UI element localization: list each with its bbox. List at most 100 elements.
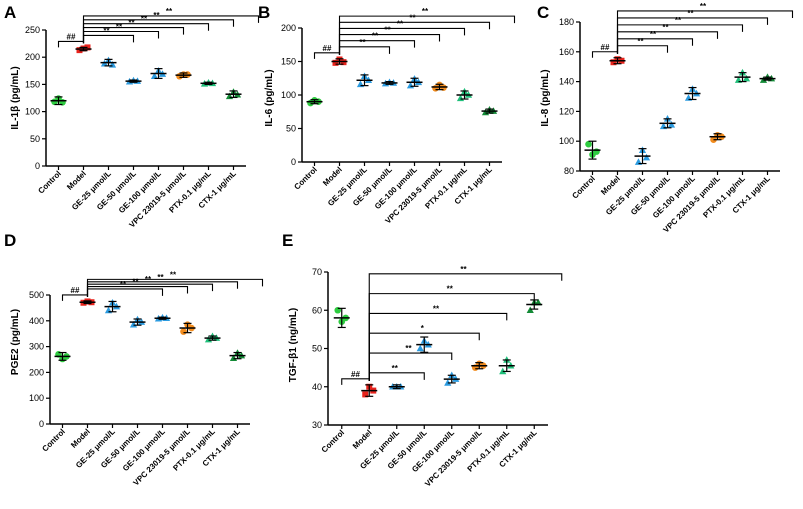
panel-A-sig-label: **	[103, 26, 110, 35]
panel-C-data-point	[642, 153, 651, 161]
panel-D-data-point	[180, 328, 187, 335]
panel-C-ytick-label: 100	[559, 136, 574, 146]
panel-C-ytick-label: 140	[559, 77, 574, 87]
panel-B-ytick-label: 200	[281, 23, 296, 33]
panel-A-sig-label: **	[128, 19, 135, 28]
panel-E-sig-label: ##	[351, 370, 360, 379]
y-axis-label-B: IL-6 (pg/mL)	[264, 69, 275, 126]
panel-A-ytick-label: 0	[35, 161, 40, 171]
panel-B-sig-label: **	[409, 13, 416, 22]
panel-B-sig-label: **	[384, 26, 391, 35]
panel-D-sig-bracket	[86, 285, 189, 297]
panel-letter-A: A	[4, 3, 16, 22]
panel-D-sig-bracket	[86, 278, 264, 297]
panel-A-sig-label: **	[116, 23, 123, 32]
panel-A-ytick-label: 100	[25, 107, 40, 117]
panel-C-sig-label: **	[700, 2, 707, 11]
panel-B-sig-bracket	[338, 46, 391, 55]
panel-C-sig-label: **	[650, 30, 657, 39]
panel-B-sig-label: ##	[323, 44, 332, 53]
panel-C-sig-label: **	[687, 9, 694, 18]
y-axis-label-C: IL-8 (pg/mL)	[540, 69, 551, 126]
panel-A-ytick-label: 150	[25, 79, 40, 89]
panel-C-ytick-label: 160	[559, 47, 574, 57]
panel-C-ytick-label: 180	[559, 17, 574, 27]
panel-A-sig-bracket	[82, 30, 160, 44]
panel-A-ytick-label: 50	[30, 134, 40, 144]
panel-D-ytick-label: 500	[29, 290, 44, 300]
panel-E-ytick-label: 70	[312, 267, 322, 277]
panel-A-xtick-label: Model	[65, 169, 88, 192]
panel-D-data-point	[129, 320, 138, 328]
panel-D-ytick-label: 0	[39, 419, 44, 429]
panel-C-ytick-label: 120	[559, 106, 574, 116]
panel-A-sig-bracket	[82, 34, 135, 44]
y-axis-label-A: IL-1β (pg/mL)	[10, 66, 21, 129]
panel-D-data-point	[229, 354, 238, 362]
panel-A-data-point	[150, 72, 159, 80]
panel-E-sig-bracket	[341, 378, 370, 385]
panel-A-sig-label: **	[153, 11, 160, 20]
panel-B-data-point	[332, 59, 339, 66]
panel-E-sig-label: **	[433, 304, 440, 313]
panel-letter-C: C	[537, 3, 549, 22]
panel-E-data-point	[416, 344, 424, 352]
panel-D-xtick-label: Model	[69, 427, 92, 450]
panel-C-data-point	[742, 74, 751, 82]
panel-A-sig-bracket	[82, 23, 210, 44]
panel-D-ytick-label: 400	[29, 316, 44, 326]
panel-C-sig-label: **	[675, 16, 682, 25]
panel-C-sig-label: ##	[601, 43, 610, 52]
panel-D-xtick-label: Control	[40, 427, 66, 453]
panel-B-xtick-label: Control	[292, 165, 318, 191]
panel-C-sig-bracket	[591, 51, 618, 58]
panel-B-sig-label: **	[372, 32, 379, 41]
panel-C-ytick-label: 80	[564, 166, 574, 176]
panel-letter-D: D	[4, 231, 16, 250]
panel-B-sig-label: **	[359, 38, 366, 47]
panel-B-ytick-label: 150	[281, 57, 296, 67]
panel-E-ytick-label: 30	[312, 420, 322, 430]
panel-E-ytick-label: 60	[312, 305, 322, 315]
panel-A-sig-label: **	[141, 15, 148, 24]
panel-E-sig-label: **	[392, 364, 399, 373]
panel-A-xtick-label: Control	[36, 169, 62, 195]
panel-C-data-point	[667, 121, 676, 128]
panel-E-ytick-label: 50	[312, 344, 322, 354]
panel-D-sig-label: ##	[71, 286, 80, 295]
panel-D-sig-label: **	[157, 273, 164, 282]
panel-A-ytick-label: 200	[25, 52, 40, 62]
panel-C-xtick-label: Model	[599, 174, 622, 197]
panel-E-sig-label: **	[405, 344, 412, 353]
panel-B-sig-bracket	[338, 27, 466, 55]
panel-D-sig-label: **	[170, 270, 177, 279]
panel-D: D PGE2 (pg/mL) 0 100 200 300 400 500 Control Mo…	[4, 231, 264, 487]
panel-letter-B: B	[258, 3, 270, 22]
panel-C-sig-bracket	[616, 45, 669, 54]
panel-D-ytick-label: 100	[29, 393, 44, 403]
panel-E-sig-bracket	[368, 352, 453, 381]
panel-A-sig-label: **	[166, 7, 173, 16]
panel-B-sig-bracket	[338, 15, 516, 55]
panel-B-sig-label: **	[422, 7, 429, 16]
panel-C: C IL-8 (pg/mL) 80 100 120 140 160 180 Control M…	[537, 2, 794, 234]
panel-D-sig-bracket	[61, 294, 88, 301]
panel-E-xtick-label: Control	[320, 428, 346, 454]
panel-D-ytick-label: 300	[29, 342, 44, 352]
panel-B-sig-bracket	[313, 52, 340, 59]
panel-E-data-point	[534, 298, 542, 306]
panel-B-ytick-label: 50	[286, 124, 296, 134]
panel-B-ytick-label: 0	[291, 157, 296, 167]
panel-B-ytick-label: 100	[281, 90, 296, 100]
panel-E-sig-label: **	[460, 265, 467, 274]
y-axis-label-E: TGF-β1 (ng/mL)	[288, 308, 299, 382]
panel-A: A IL-1β (pg/mL) 0 50 100 150 200 250 Control Mo…	[4, 3, 260, 229]
panel-A-sig-bracket	[57, 40, 84, 48]
panel-D-sig-bracket	[86, 288, 164, 297]
panel-E-sig-bracket	[368, 372, 425, 381]
panel-E-sig-bracket	[368, 312, 508, 381]
panel-E-sig-label: **	[447, 285, 454, 294]
panel-E-sig-bracket	[368, 273, 563, 381]
